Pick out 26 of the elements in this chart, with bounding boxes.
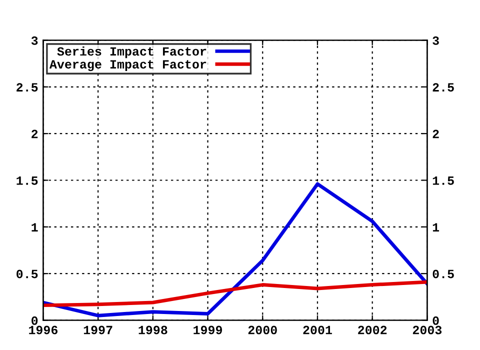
y-tick-label: 3 (31, 36, 38, 45)
x-tick-label: 1997 (84, 326, 112, 334)
y-tick-label: 2.5 (16, 83, 38, 92)
y2-tick-label: 0 (432, 316, 439, 325)
y2-tick-label: 1.5 (432, 176, 454, 185)
x-tick-label: 2003 (412, 326, 442, 334)
y2-tick-label: 2 (432, 130, 439, 138)
y-tick-label: 1 (32, 223, 38, 232)
y2-tick-label: 3 (432, 36, 439, 45)
legend-label: Series Impact Factor (57, 46, 206, 58)
y2-tick-label: 1 (432, 223, 440, 232)
y-tick-label: 0.5 (16, 270, 38, 278)
y2-tick-label: 0.5 (432, 270, 454, 278)
y-tick-label: 1.5 (16, 176, 38, 185)
y2-tick-label: 2.5 (432, 83, 454, 92)
legend-label: Average Impact Factor (49, 60, 206, 72)
line-series (43, 280, 428, 308)
x-tick-label: 1996 (29, 326, 58, 334)
x-tick-label: 2002 (358, 326, 387, 334)
x-tick-label: 2000 (248, 326, 277, 334)
y-tick-label: 2 (32, 130, 38, 138)
x-tick-label: 1998 (138, 326, 168, 334)
x-tick-label: 1999 (194, 326, 222, 334)
y-tick-label: 0 (32, 316, 38, 325)
x-tick-label: 2001 (303, 326, 332, 334)
line-series (43, 182, 428, 318)
